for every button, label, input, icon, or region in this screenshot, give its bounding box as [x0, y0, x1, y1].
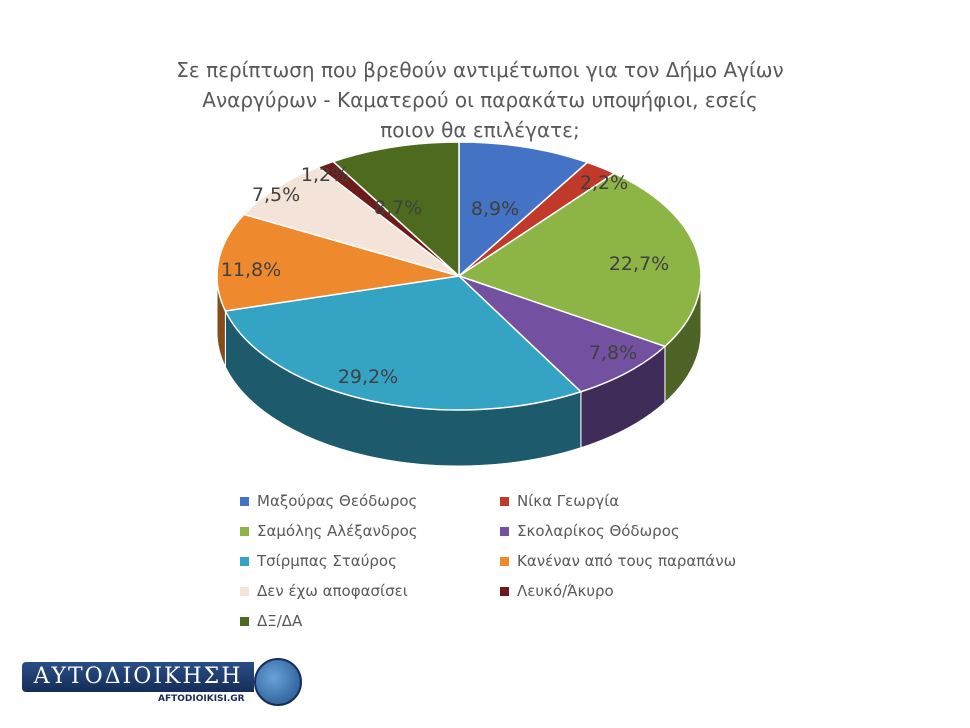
- legend-item: Σκολαρίκος Θόδωρος: [500, 518, 760, 544]
- legend: Μαξούρας Θεόδωρος Νίκα Γεωργία Σαμόλης Αλέ…: [240, 488, 760, 634]
- legend-item: ΔΞ/ΔΑ: [240, 608, 490, 634]
- pie-slice-6: [242, 166, 460, 277]
- legend-label: Σαμόλης Αλέξανδρος: [257, 522, 418, 540]
- legend-label: Κανέναν από τους παραπάνω: [517, 552, 737, 570]
- legend-item: Κανέναν από τους παραπάνω: [500, 548, 760, 574]
- legend-swatch: [500, 526, 509, 536]
- legend-swatch: [240, 526, 249, 536]
- pie-slice-5: [216, 213, 460, 312]
- legend-swatch: [500, 586, 509, 596]
- legend-item: Τσίρμπας Σταύρος: [240, 548, 490, 574]
- pie-slice-2: [457, 172, 702, 348]
- legend-swatch: [240, 496, 249, 506]
- slice-value-label: 22,7%: [609, 253, 669, 275]
- legend-label: Σκολαρίκος Θόδωρος: [517, 522, 680, 540]
- chart-title-line: ποιον θα επιλέγατε;: [380, 118, 580, 142]
- legend-item: Σαμόλης Αλέξανδρος: [240, 518, 490, 544]
- legend-label: Δεν έχω αποφασίσει: [257, 582, 408, 600]
- chart-title-line: Αναργύρων - Καματερού οι παρακάτω υποψήφ…: [202, 88, 758, 112]
- legend-label: Μαξούρας Θεόδωρος: [257, 492, 418, 510]
- chart-title: Σε περίπτωση που βρεθούν αντιμέτωποι για…: [160, 55, 800, 145]
- site-logo: ΑΥΤΟΔΙΟΙΚΗΣΗ AFTODIOIKISI.GR: [22, 658, 302, 708]
- legend-swatch: [240, 586, 249, 596]
- legend-swatch: [500, 496, 509, 506]
- legend-label: Νίκα Γεωργία: [517, 492, 620, 510]
- slice-value-label: 2,2%: [580, 172, 628, 194]
- legend-item: Νίκα Γεωργία: [500, 488, 760, 514]
- slice-value-label: 8,9%: [471, 198, 519, 220]
- slice-value-label: 7,8%: [589, 342, 637, 364]
- pie-chart: 8,9% 2,2% 22,7% 7,8% 29,2% 11,8% 7,5%1,2% 8,7%: [216, 141, 702, 467]
- slice-value-label: 1,2%: [301, 164, 349, 186]
- legend-swatch: [240, 616, 249, 626]
- slice-value-label: 8,7%: [374, 197, 422, 219]
- legend-item: Δεν έχω αποφασίσει: [240, 578, 490, 604]
- logo-url: AFTODIOIKISI.GR: [158, 694, 245, 704]
- chart-title-line: Σε περίπτωση που βρεθούν αντιμέτωποι για…: [176, 58, 784, 82]
- slice-value-label: 7,5%: [252, 184, 300, 206]
- legend-label: Λευκό/Άκυρο: [517, 582, 614, 600]
- slice-value-label: 29,2%: [338, 366, 398, 388]
- legend-swatch: [240, 556, 249, 566]
- legend-swatch: [500, 556, 509, 566]
- slice-value-label: 11,8%: [221, 259, 281, 281]
- pie-slice-8: [331, 141, 460, 278]
- pie-slice-3: [458, 275, 667, 393]
- globe-icon: [254, 658, 302, 706]
- legend-item: Λευκό/Άκυρο: [500, 578, 760, 604]
- pie-slice-0: [458, 141, 589, 278]
- logo-banner: [22, 662, 254, 692]
- legend-item: Μαξούρας Θεόδωρος: [240, 488, 490, 514]
- legend-label: ΔΞ/ΔΑ: [257, 612, 303, 630]
- legend-label: Τσίρμπας Σταύρος: [257, 552, 397, 570]
- pie-slice-4: [224, 275, 583, 411]
- logo-text: ΑΥΤΟΔΙΟΙΚΗΣΗ: [33, 664, 243, 689]
